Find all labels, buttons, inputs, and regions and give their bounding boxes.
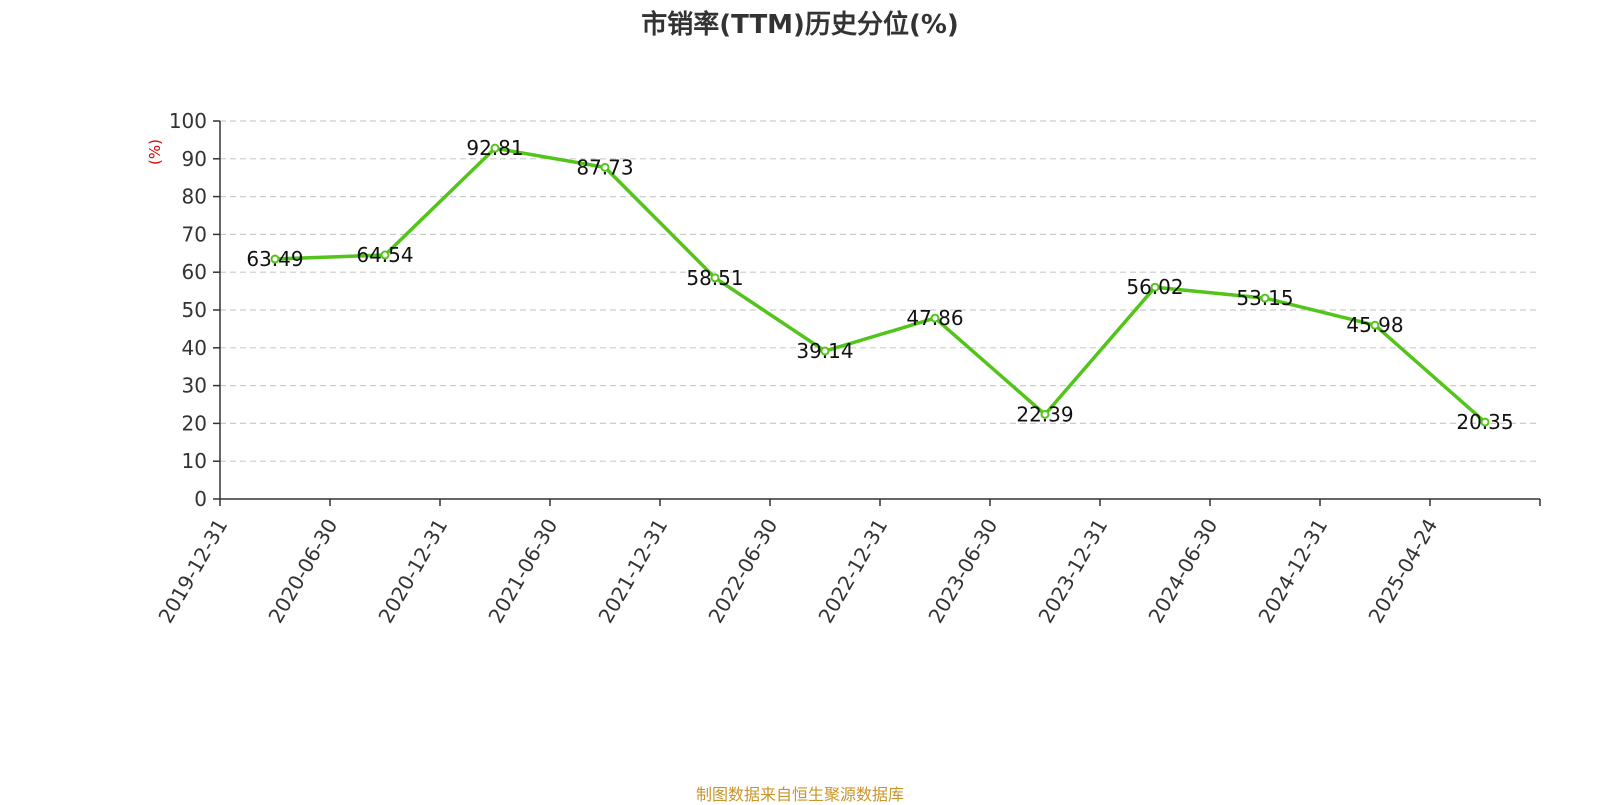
- data-source-note: 制图数据来自恒生聚源数据库: [695, 785, 904, 804]
- data-label: 64.54: [356, 243, 413, 267]
- data-point: [270, 254, 280, 264]
- data-label: 45.98: [1346, 313, 1403, 337]
- data-point: [820, 346, 830, 356]
- x-tick-label: 2022-06-30: [703, 515, 782, 628]
- y-tick-label: 0: [194, 487, 207, 511]
- chart-title: 市销率(TTM)历史分位(%): [641, 10, 959, 40]
- x-tick-label: 2021-06-30: [483, 515, 562, 628]
- series-line-layer: [274, 146, 1487, 424]
- data-point: [1040, 409, 1050, 419]
- data-point: [1370, 320, 1380, 330]
- x-tick-label: 2021-12-31: [593, 515, 672, 628]
- data-label: 47.86: [906, 306, 963, 330]
- data-point: [1260, 293, 1270, 303]
- y-tick-label: 10: [182, 449, 207, 473]
- y-tick-label: 100: [169, 109, 207, 133]
- x-tick-label: 2023-06-30: [923, 515, 1002, 628]
- data-point: [380, 250, 390, 260]
- data-label: 58.51: [686, 266, 743, 290]
- x-tick-label: 2023-12-31: [1033, 515, 1112, 628]
- data-label: 56.02: [1126, 275, 1183, 299]
- x-tick-label: 2024-06-30: [1143, 515, 1222, 628]
- x-tick-label: 2024-12-31: [1253, 515, 1332, 628]
- axes: 0 10 20 30 40 50 60 70 80 90 100 2019-12-31 2020-06-…: [153, 109, 1541, 628]
- x-tick-label: 2020-12-31: [373, 515, 452, 628]
- data-point: [600, 162, 610, 172]
- data-label: 22.39: [1016, 402, 1073, 426]
- y-tick-label: 30: [182, 374, 207, 398]
- data-label: 20.35: [1456, 410, 1513, 434]
- data-labels: 63.49 64.54 92.81 87.73 58.51 39.14 47.86 22.39…: [246, 136, 1513, 434]
- x-tick-label: 2025-04-24: [1363, 515, 1442, 628]
- y-tick-label: 40: [182, 336, 207, 360]
- y-axis-title: (%): [146, 139, 164, 165]
- data-label: 39.14: [796, 339, 853, 363]
- data-label: 92.81: [466, 136, 523, 160]
- data-label: 63.49: [246, 247, 303, 271]
- y-tick-label: 50: [182, 298, 207, 322]
- data-point: [1480, 417, 1490, 427]
- y-tick-label: 20: [182, 411, 207, 435]
- gridlines: [220, 120, 1540, 462]
- data-point: [490, 143, 500, 153]
- data-point: [930, 313, 940, 323]
- series-line: [274, 146, 1487, 424]
- data-point: [710, 273, 720, 283]
- data-point: [1150, 282, 1160, 292]
- x-tick-label: 2019-12-31: [153, 515, 232, 628]
- x-tick-label: 2020-06-30: [263, 515, 342, 628]
- y-tick-label: 70: [182, 222, 207, 246]
- data-label: 53.15: [1236, 286, 1293, 310]
- y-tick-label: 60: [182, 260, 207, 284]
- data-points: [270, 143, 1490, 427]
- x-tick-label: 2022-12-31: [813, 515, 892, 628]
- y-tick-label: 90: [182, 147, 207, 171]
- data-label: 87.73: [576, 155, 633, 179]
- y-tick-label: 80: [182, 185, 207, 209]
